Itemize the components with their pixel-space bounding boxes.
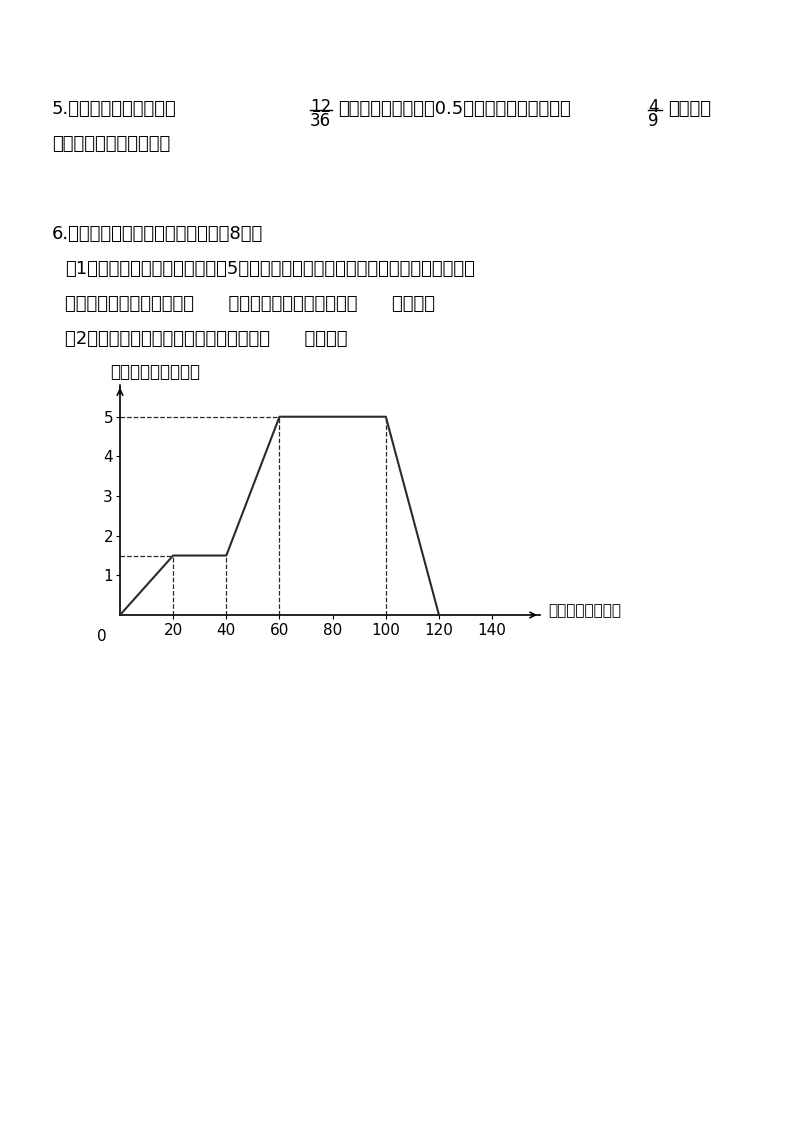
Text: 小华去图书馆的路上停车（      ）分钟，在图书馆借书用（      ）分钟。: 小华去图书馆的路上停车（ ）分钟，在图书馆借书用（ ）分钟。 <box>65 295 435 313</box>
Text: 6.认真分析下面的统计图再填空。（8分）: 6.认真分析下面的统计图再填空。（8分） <box>52 225 264 243</box>
Text: 种果树栽种的面积最小？: 种果树栽种的面积最小？ <box>52 135 170 153</box>
Text: 4: 4 <box>648 98 658 116</box>
Text: （路程）单位：千米: （路程）单位：千米 <box>110 363 200 381</box>
Text: 9: 9 <box>648 112 658 130</box>
Text: 公顿，梨树的面积是0.5公顿，橘子树的面积是: 公顿，梨树的面积是0.5公顿，橘子树的面积是 <box>338 100 571 118</box>
Text: 12: 12 <box>310 98 331 116</box>
Text: 36: 36 <box>310 112 331 130</box>
Text: （时间）单位：分: （时间）单位：分 <box>548 603 621 618</box>
Text: 5.果园里苹果树的面积是: 5.果园里苹果树的面积是 <box>52 100 177 118</box>
Text: 公顿。哪: 公顿。哪 <box>668 100 711 118</box>
Text: （2）从图书馆返回家中，速度是每小时（      ）千米。: （2）从图书馆返回家中，速度是每小时（ ）千米。 <box>65 330 348 348</box>
Text: 0: 0 <box>97 629 106 643</box>
Text: （1）小华骑车从家出发，去离家5千米的图书馆借书，从所给的折线统计图可以看出: （1）小华骑车从家出发，去离家5千米的图书馆借书，从所给的折线统计图可以看出 <box>65 261 475 279</box>
